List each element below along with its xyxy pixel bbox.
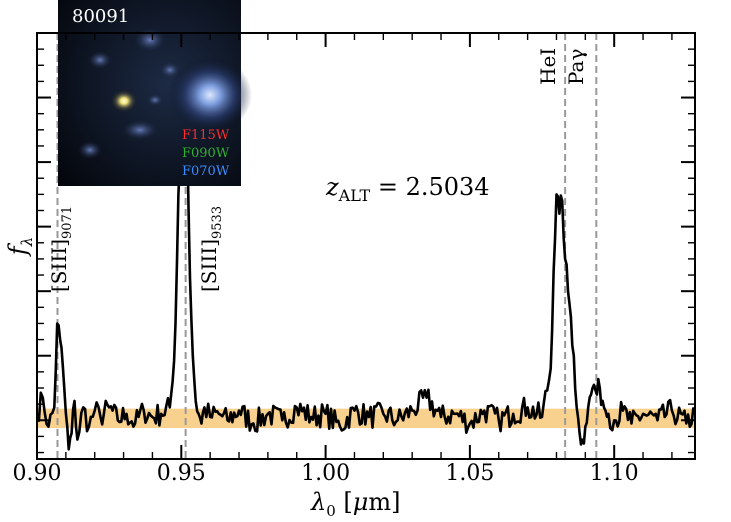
x-axis-ticks: 0.90 0.95 1.00 1.05 1.10: [13, 33, 673, 486]
filter-label-f115w: F115W: [182, 128, 230, 143]
x-tick-label: 0.95: [157, 461, 206, 486]
x-axis-label: λ0 [μm]: [310, 488, 401, 520]
x-tick-label: 1.00: [301, 461, 350, 486]
y-axis-ticks: [37, 32, 695, 454]
redshift-annotation: zALT = 2.5034: [325, 173, 490, 205]
plot-area: [SIII]9071 [SIII]9533 HeI Paγ: [37, 33, 695, 459]
x-tick-label: 1.10: [590, 461, 639, 486]
emission-line-label: HeI: [536, 48, 560, 85]
spectrum-line: [37, 44, 695, 451]
emission-line-label: [SIII]9533: [197, 206, 225, 292]
y-axis-label: fλ: [4, 237, 36, 257]
galaxy-cutout-inset: 80091 F115W F090W F070W: [58, 0, 252, 186]
filter-label-f090w: F090W: [182, 146, 230, 161]
emission-line-label: [SIII]9071: [47, 206, 75, 292]
object-id-label: 80091: [72, 6, 129, 27]
plot-frame: [36, 32, 696, 460]
x-tick-label: 0.90: [13, 461, 62, 486]
emission-line-label: Paγ: [564, 49, 588, 85]
x-tick-label: 1.05: [445, 461, 494, 486]
filter-label-f070w: F070W: [182, 164, 230, 179]
